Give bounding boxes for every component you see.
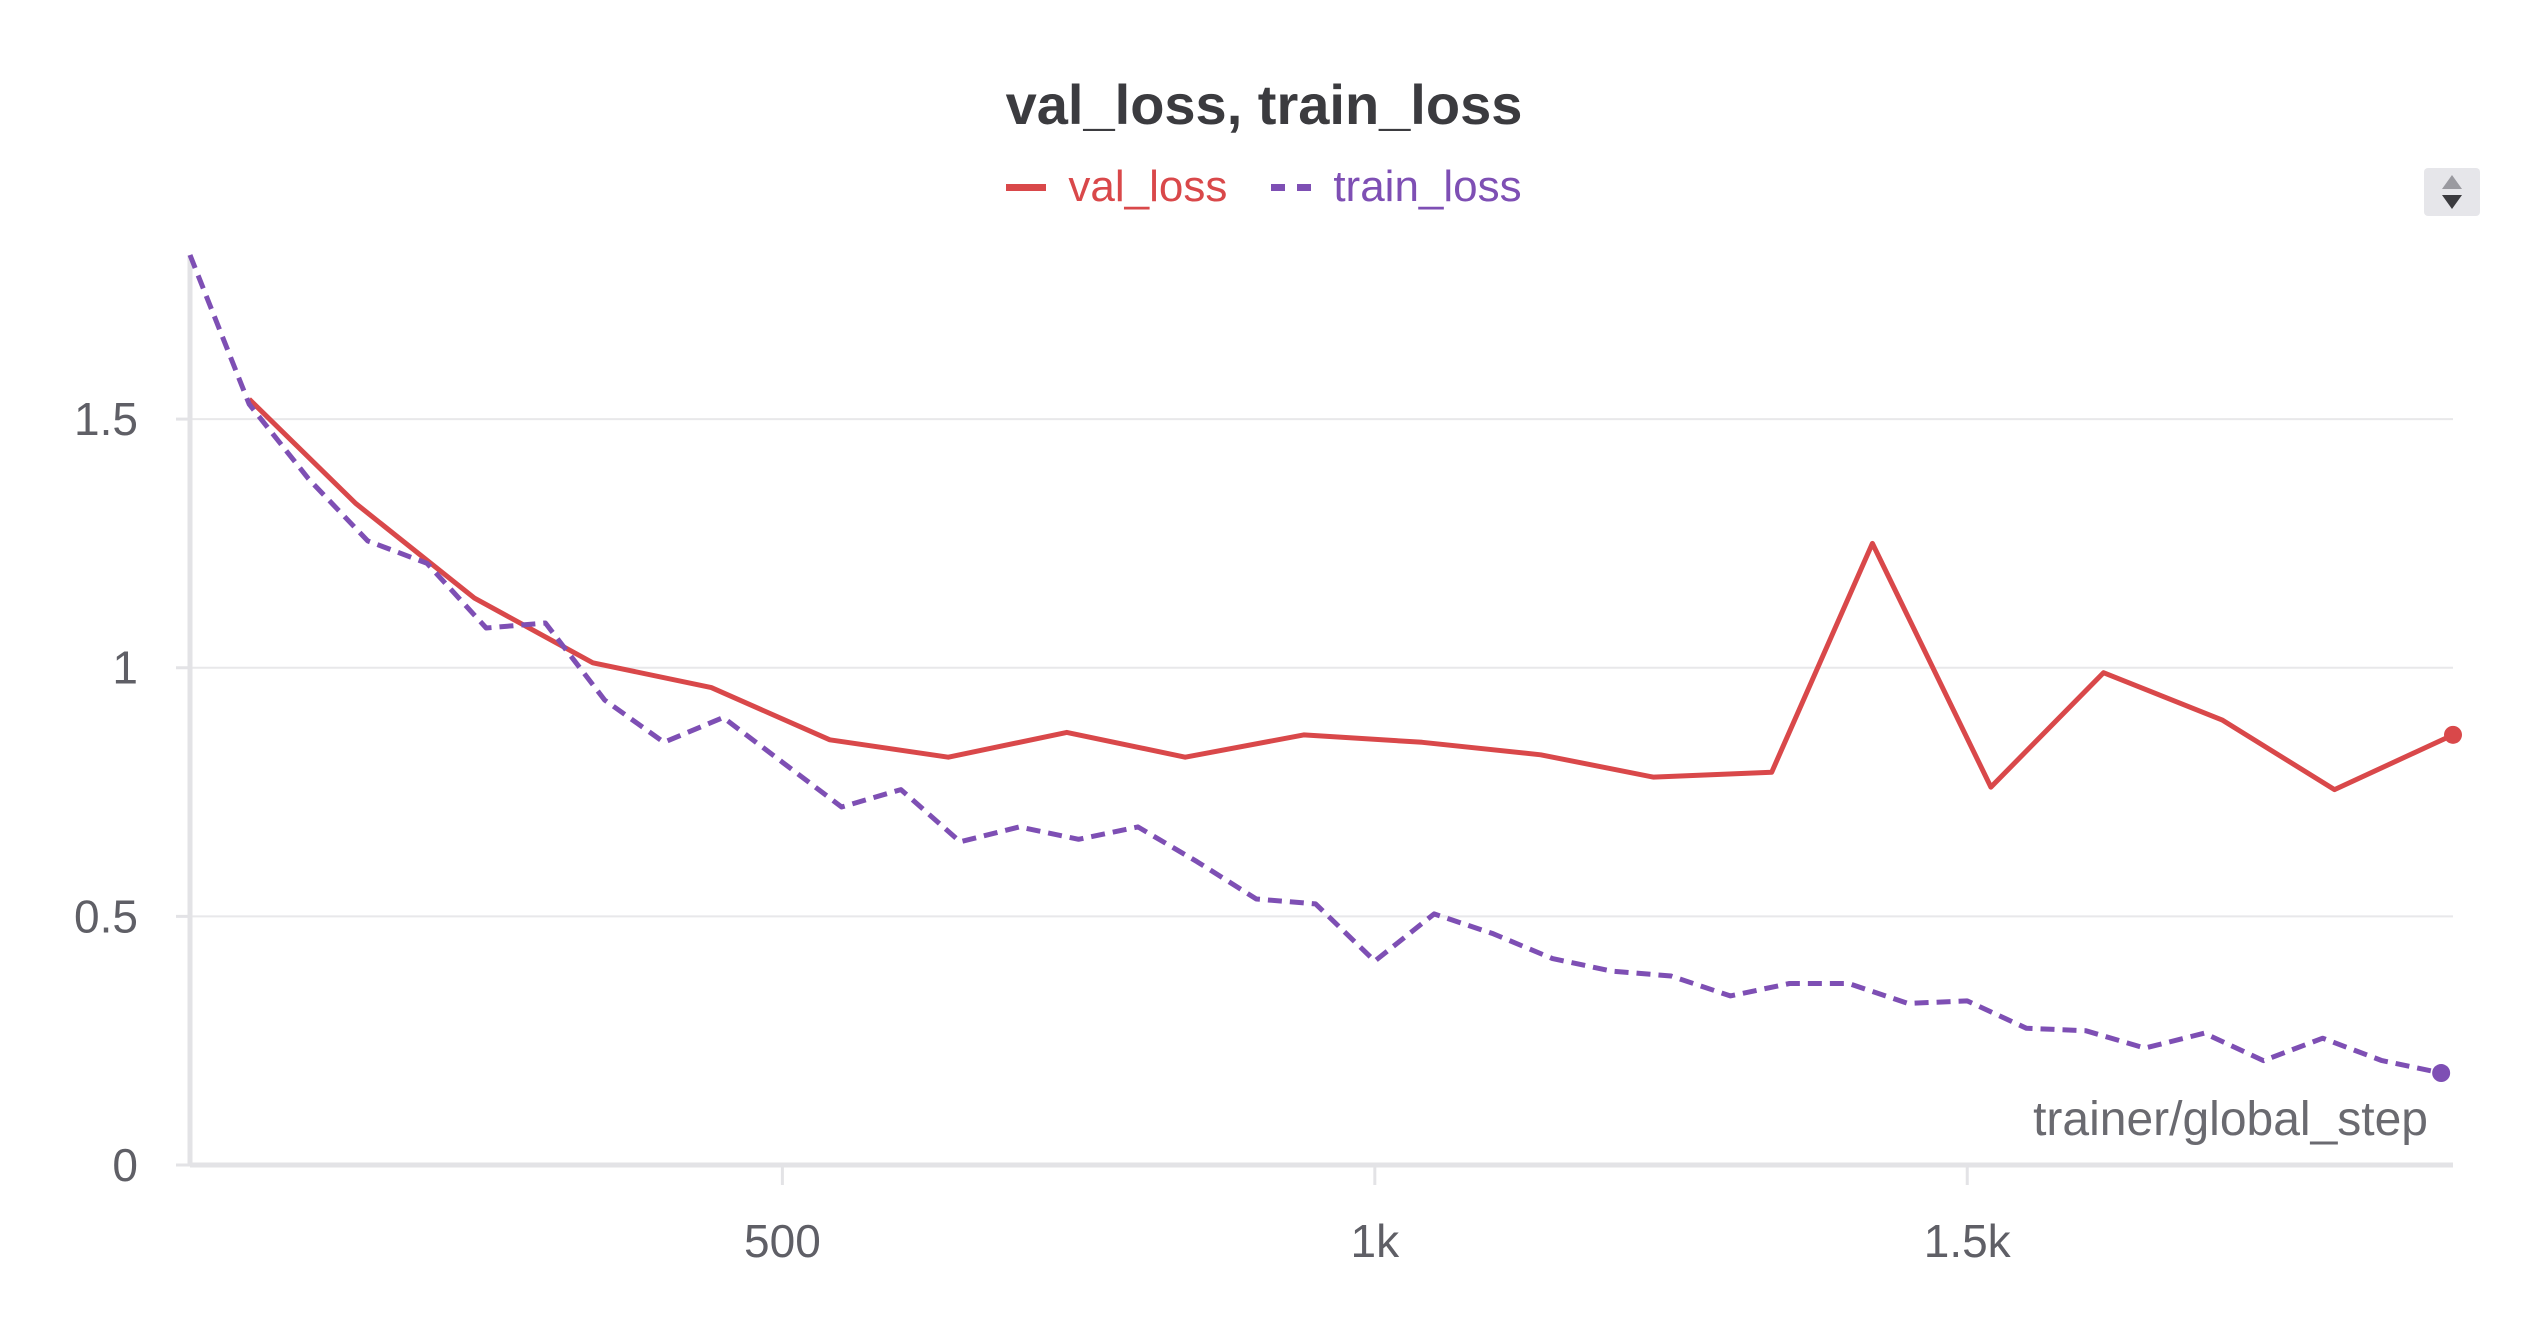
legend-label-train-loss: train_loss [1333,162,1522,211]
chart-legend: val_loss train_loss [0,162,2528,212]
y-tick-label: 1.5 [74,393,138,445]
series-endpoint-train-loss [2432,1064,2451,1083]
x-tick-label: 1k [1351,1215,1401,1267]
legend-label-val-loss: val_loss [1068,162,1228,211]
legend-sort-button[interactable] [2424,168,2480,216]
legend-swatch-train-loss [1271,183,1312,191]
y-tick-label: 0.5 [74,890,138,942]
y-tick-label: 1 [112,642,138,694]
series-line-val-loss [247,397,2455,793]
x-tick-label: 500 [744,1215,821,1267]
legend-swatch-val-loss [1006,183,1047,191]
x-axis-title: trainer/global_step [2033,1093,2428,1146]
sort-down-icon [2442,195,2462,209]
x-tick-label: 1.5k [1924,1215,2012,1267]
legend-item-train-loss[interactable]: train_loss [1271,162,1522,212]
series-endpoint-val-loss [2444,725,2462,744]
sort-up-icon [2442,175,2462,189]
series-line-train-loss [187,254,2442,1076]
y-tick-label: 0 [112,1139,138,1191]
legend-item-val-loss[interactable]: val_loss [1006,162,1227,212]
chart-title: val_loss, train_loss [1005,73,1523,136]
